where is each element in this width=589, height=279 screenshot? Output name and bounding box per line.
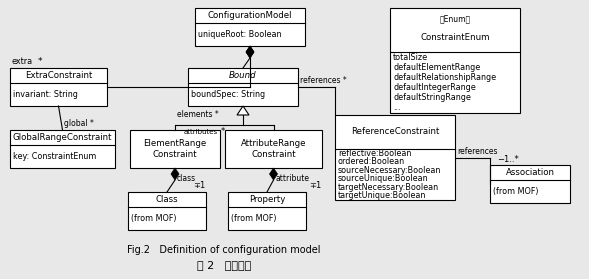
Text: ...: ... (393, 104, 401, 112)
Bar (390, 8, 520, 113)
Bar (225, 130, 322, 168)
Text: Association: Association (505, 168, 554, 177)
Text: Bound: Bound (229, 71, 257, 80)
Bar (10, 68, 107, 106)
Text: (from MOF): (from MOF) (493, 187, 538, 196)
Text: reflective:Boolean: reflective:Boolean (338, 149, 411, 158)
Text: ElementRange
Constraint: ElementRange Constraint (143, 139, 207, 159)
Text: uniqueRoot: Boolean: uniqueRoot: Boolean (198, 30, 282, 39)
Text: targetNecessary:Boolean: targetNecessary:Boolean (338, 183, 439, 192)
Text: elements *: elements * (177, 110, 219, 119)
Bar (188, 68, 298, 106)
Text: AttributeRange
Constraint: AttributeRange Constraint (241, 139, 306, 159)
Text: 《Enum》: 《Enum》 (439, 15, 471, 23)
Text: sourceUnique:Boolean: sourceUnique:Boolean (338, 174, 429, 183)
Text: class: class (177, 174, 196, 183)
Polygon shape (171, 168, 179, 180)
Bar (335, 115, 455, 200)
Text: (from MOF): (from MOF) (231, 214, 276, 223)
Polygon shape (246, 46, 254, 58)
Text: attribute: attribute (276, 174, 309, 183)
Text: global *: global * (65, 119, 94, 128)
Text: targetUnique:Boolean: targetUnique:Boolean (338, 191, 426, 200)
Text: *: * (38, 57, 42, 66)
Polygon shape (246, 46, 254, 58)
Text: ExtraConstraint: ExtraConstraint (25, 71, 92, 80)
Text: ReferenceConstraint: ReferenceConstraint (351, 128, 439, 136)
Text: attributes: attributes (184, 129, 218, 135)
Text: defaultStringRange: defaultStringRange (393, 93, 471, 102)
Bar (128, 192, 206, 230)
Text: *: * (221, 127, 225, 136)
Text: ConstraintEnum: ConstraintEnum (420, 33, 489, 42)
Bar (10, 130, 115, 168)
Bar (228, 192, 306, 230)
Text: sourceNecessary:Boolean: sourceNecessary:Boolean (338, 166, 441, 175)
Text: invariant: String: invariant: String (13, 90, 78, 99)
Text: defaultElementRange: defaultElementRange (393, 63, 480, 72)
Text: key: ConstraintEnum: key: ConstraintEnum (13, 152, 97, 161)
Polygon shape (237, 106, 249, 115)
Text: GlobalRangeConstraint: GlobalRangeConstraint (13, 133, 112, 142)
Text: ∓1: ∓1 (193, 181, 205, 190)
Text: −1..*: −1..* (497, 155, 519, 163)
Text: Fig.2   Definition of configuration model: Fig.2 Definition of configuration model (127, 245, 320, 255)
Text: ordered:Boolean: ordered:Boolean (338, 157, 405, 166)
Text: references *: references * (300, 76, 347, 85)
Text: boundSpec: String: boundSpec: String (191, 90, 265, 99)
Text: 图 2   配置模型: 图 2 配置模型 (197, 260, 251, 270)
Bar (490, 165, 570, 203)
Text: ∓1: ∓1 (309, 181, 322, 190)
Text: totalSize: totalSize (393, 53, 428, 62)
Text: defaultIntegerRange: defaultIntegerRange (393, 83, 476, 92)
Text: ConfigurationModel: ConfigurationModel (208, 11, 292, 20)
Bar (130, 130, 220, 168)
Text: Class: Class (155, 195, 178, 204)
Text: references: references (457, 146, 498, 155)
Text: Property: Property (249, 195, 285, 204)
Text: extra: extra (12, 57, 33, 66)
Text: (from MOF): (from MOF) (131, 214, 177, 223)
Bar (195, 8, 305, 46)
Text: defaultRelationshipRange: defaultRelationshipRange (393, 73, 496, 82)
Polygon shape (270, 168, 277, 180)
